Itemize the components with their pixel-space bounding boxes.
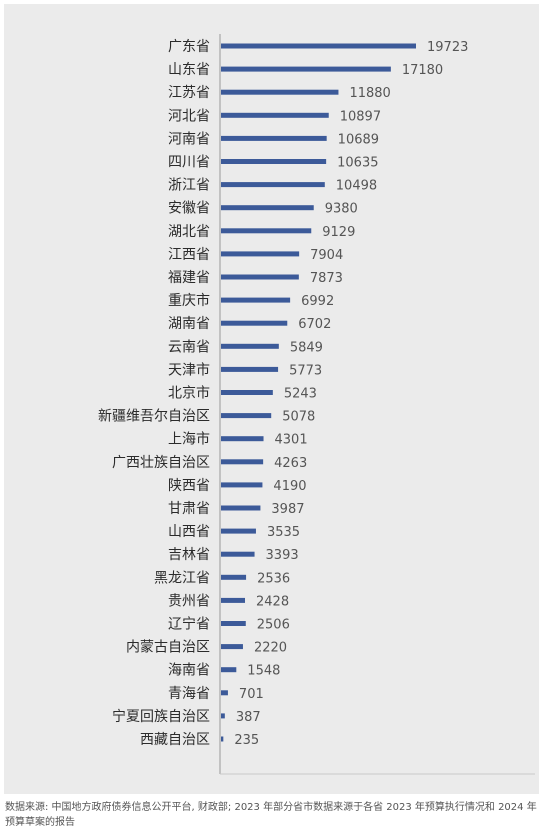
source-note: 数据来源: 中国地方政府债券信息公开平台, 财政部; 2023 年部分省市数据来… bbox=[5, 802, 537, 828]
data-label: 2220 bbox=[254, 641, 287, 656]
data-label: 9380 bbox=[325, 202, 358, 217]
category-label: 宁夏回族自治区 bbox=[112, 708, 210, 725]
category-label: 陕西省 bbox=[168, 478, 210, 494]
category-label: 天津市 bbox=[168, 361, 210, 378]
category-label: 吉林省 bbox=[168, 547, 210, 563]
data-label: 701 bbox=[239, 687, 264, 702]
bar bbox=[221, 182, 325, 188]
data-label: 5243 bbox=[284, 387, 317, 402]
data-label: 2536 bbox=[257, 571, 290, 586]
data-label: 2428 bbox=[256, 594, 289, 609]
data-label: 6702 bbox=[298, 317, 331, 332]
data-label: 1548 bbox=[247, 664, 280, 679]
category-label: 新疆维吾尔自治区 bbox=[98, 409, 210, 425]
bar bbox=[221, 621, 246, 626]
category-label: 广西壮族自治区 bbox=[112, 455, 210, 471]
data-label: 7873 bbox=[310, 271, 343, 286]
bar bbox=[221, 528, 256, 534]
category-label: 安徽省 bbox=[168, 201, 210, 217]
bar bbox=[221, 597, 246, 603]
data-label: 10689 bbox=[338, 132, 379, 147]
data-label: 6992 bbox=[301, 294, 334, 309]
bar bbox=[221, 459, 264, 465]
data-label: 4190 bbox=[273, 479, 306, 494]
data-label: 11880 bbox=[349, 86, 390, 101]
data-label: 10897 bbox=[340, 109, 381, 124]
bar bbox=[221, 159, 327, 164]
bar bbox=[221, 366, 279, 372]
category-label: 湖北省 bbox=[168, 224, 210, 240]
bar bbox=[221, 66, 391, 72]
data-label: 9129 bbox=[322, 225, 355, 240]
bar bbox=[221, 320, 288, 326]
category-label: 贵州省 bbox=[168, 593, 210, 609]
category-label: 云南省 bbox=[168, 339, 210, 355]
category-label: 上海市 bbox=[168, 431, 210, 448]
data-label: 387 bbox=[236, 710, 261, 725]
bar bbox=[221, 43, 416, 49]
bar bbox=[221, 667, 237, 673]
bar bbox=[221, 251, 300, 257]
bar bbox=[221, 413, 272, 419]
category-label: 西藏自治区 bbox=[140, 732, 210, 748]
bar bbox=[221, 274, 299, 280]
data-label: 10635 bbox=[337, 156, 378, 171]
category-label: 内蒙古自治区 bbox=[126, 640, 210, 656]
data-label: 3535 bbox=[267, 525, 300, 540]
bar bbox=[221, 343, 279, 349]
data-label: 10498 bbox=[336, 179, 377, 194]
bar bbox=[221, 205, 314, 211]
bar bbox=[221, 713, 225, 719]
bar bbox=[221, 297, 291, 303]
bar bbox=[221, 690, 228, 696]
category-label: 广东省 bbox=[168, 39, 210, 55]
data-label: 4301 bbox=[275, 433, 308, 448]
chart-panel bbox=[4, 4, 539, 794]
data-label: 5078 bbox=[282, 410, 315, 425]
category-label: 江西省 bbox=[168, 247, 210, 263]
category-label: 甘肃省 bbox=[168, 501, 210, 517]
category-label: 福建省 bbox=[168, 270, 210, 286]
data-label: 3987 bbox=[271, 502, 304, 517]
bar bbox=[221, 482, 263, 488]
bar bbox=[221, 436, 264, 442]
category-label: 浙江省 bbox=[168, 178, 210, 194]
bar bbox=[221, 228, 312, 234]
bar bbox=[221, 505, 261, 511]
bar bbox=[221, 89, 339, 95]
category-label: 辽宁省 bbox=[168, 616, 210, 633]
bar bbox=[221, 736, 224, 742]
bar bbox=[221, 135, 327, 141]
category-label: 青海省 bbox=[168, 686, 210, 702]
data-label: 5773 bbox=[289, 363, 322, 378]
category-label: 湖南省 bbox=[168, 316, 210, 332]
bar-chart: 广东省 19723 山东省 17180 江苏省 11880 河北省 10897 河南省 10689… bbox=[98, 34, 535, 775]
bar bbox=[221, 551, 255, 557]
data-label: 2506 bbox=[257, 618, 290, 633]
category-label: 黑龙江省 bbox=[154, 570, 210, 586]
data-label: 3393 bbox=[266, 548, 299, 563]
data-label: 4263 bbox=[274, 456, 307, 471]
category-label: 四川省 bbox=[168, 155, 210, 171]
category-label: 北京市 bbox=[168, 385, 210, 402]
category-label: 山东省 bbox=[168, 62, 210, 78]
bar bbox=[221, 390, 273, 395]
data-label: 7904 bbox=[310, 248, 343, 263]
data-label: 235 bbox=[234, 733, 259, 748]
category-label: 山西省 bbox=[168, 524, 210, 540]
bar bbox=[221, 644, 243, 650]
category-label: 重庆市 bbox=[168, 292, 210, 309]
category-label: 海南省 bbox=[168, 663, 210, 679]
category-label: 河南省 bbox=[168, 131, 210, 147]
bar bbox=[221, 112, 329, 118]
category-label: 河北省 bbox=[168, 108, 210, 124]
category-label: 江苏省 bbox=[168, 85, 210, 101]
bar bbox=[221, 574, 247, 580]
data-label: 17180 bbox=[402, 63, 443, 78]
data-label: 19723 bbox=[427, 40, 468, 55]
data-label: 5849 bbox=[290, 340, 323, 355]
